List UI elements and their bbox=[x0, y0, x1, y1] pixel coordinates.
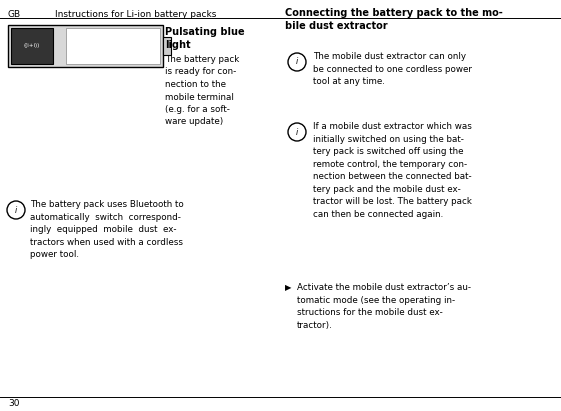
Text: Pulsating blue
light: Pulsating blue light bbox=[165, 27, 245, 50]
Text: ((i+i)): ((i+i)) bbox=[24, 44, 40, 48]
Text: The battery pack uses Bluetooth to
automatically  switch  correspond-
ingly  equ: The battery pack uses Bluetooth to autom… bbox=[30, 200, 184, 259]
Text: Activate the mobile dust extractor’s au-
tomatic mode (see the operating in-
str: Activate the mobile dust extractor’s au-… bbox=[297, 283, 471, 330]
Bar bbox=[11, 28, 53, 64]
Text: 30: 30 bbox=[8, 399, 20, 408]
Bar bbox=[8, 25, 163, 67]
Text: i: i bbox=[15, 206, 17, 215]
Text: Connecting the battery pack to the mo-
bile dust extractor: Connecting the battery pack to the mo- b… bbox=[285, 8, 503, 31]
Text: GB: GB bbox=[8, 10, 21, 19]
Text: The mobile dust extractor can only
be connected to one cordless power
tool at an: The mobile dust extractor can only be co… bbox=[313, 52, 472, 86]
Bar bbox=[163, 37, 171, 55]
Text: i: i bbox=[296, 58, 298, 67]
Text: i: i bbox=[296, 127, 298, 136]
Text: ▶: ▶ bbox=[285, 283, 292, 292]
Text: If a mobile dust extractor which was
initially switched on using the bat-
tery p: If a mobile dust extractor which was ini… bbox=[313, 122, 472, 219]
Bar bbox=[66, 28, 160, 64]
Text: Instructions for Li-ion battery packs: Instructions for Li-ion battery packs bbox=[55, 10, 217, 19]
Text: The battery pack
is ready for con-
nection to the
mobile terminal
(e.g. for a so: The battery pack is ready for con- necti… bbox=[165, 55, 239, 127]
